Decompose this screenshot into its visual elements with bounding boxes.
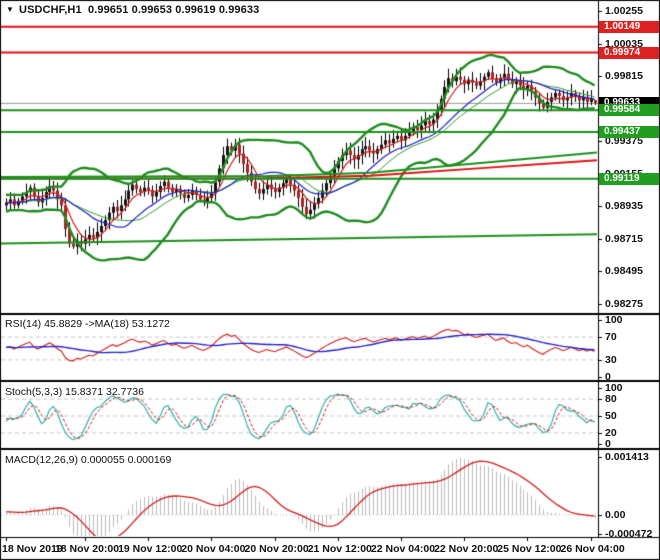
price-tick-label: 1.00255 [605, 5, 643, 17]
time-axis-label: 18 Nov 2019 [2, 543, 63, 555]
rsi-indicator-label: RSI(14) 45.8829 ->MA(18) 53.1272 [5, 318, 170, 330]
chart-title-bar: ▼ USDCHF,H1 0.99651 0.99653 0.99619 0.996… [6, 4, 259, 16]
price-tick-label: 0.98275 [605, 297, 643, 310]
time-axis-label: 18 Nov 20:00 [54, 543, 120, 555]
price-tick-label: 0.98935 [605, 200, 643, 213]
rsi-axis-tick: 100 [605, 314, 623, 326]
stoch-axis-tick: 20 [605, 426, 617, 439]
price-tick-label: 1.00035 [605, 37, 643, 50]
price-level-tag-resistance: 1.00149 [599, 20, 659, 33]
stoch-axis-tick: 50 [605, 410, 617, 422]
macd-axis-tick: -0.000472 [605, 528, 653, 541]
ohlc-readout: 0.99651 0.99653 0.99619 0.99633 [87, 4, 260, 16]
time-axis-label: 21 Nov 12:00 [307, 543, 372, 555]
stoch-axis-tick: 100 [605, 382, 623, 394]
price-level-tag-support: 0.99584 [599, 104, 659, 117]
macd-axis-tick: 0.001413 [605, 450, 649, 463]
macd-indicator-label: MACD(12,26,9) 0.000055 0.000169 [5, 454, 172, 466]
time-axis-label: 25 Nov 12:00 [497, 543, 562, 555]
rsi-axis-tick: 70 [605, 331, 617, 344]
time-axis-label: 20 Nov 20:00 [244, 543, 309, 555]
time-axis-label: 26 Nov 04:00 [560, 543, 625, 555]
stoch-indicator-label: Stoch(5,3,3) 15.8371 32.7736 [5, 386, 144, 398]
rsi-axis-tick: 0 [605, 371, 611, 383]
time-axis-label: 19 Nov 12:00 [118, 543, 183, 555]
price-tick-label: 0.98715 [605, 232, 643, 245]
price-level-tag-support: 0.99437 [599, 125, 659, 138]
time-axis-label: 22 Nov 20:00 [434, 543, 499, 555]
macd-axis-tick: 0.00 [605, 509, 626, 521]
stoch-axis-tick: 0 [605, 438, 611, 450]
time-axis-label: 20 Nov 04:00 [181, 543, 246, 555]
symbol-dropdown-icon[interactable]: ▼ [6, 5, 15, 14]
time-axis-label: 22 Nov 04:00 [370, 543, 436, 555]
price-tick-label: 0.99815 [605, 70, 643, 83]
symbol-timeframe-label: USDCHF,H1 [19, 4, 82, 16]
price-level-tag-resistance: 0.99974 [599, 46, 659, 59]
price-tick-label: 0.98495 [605, 265, 643, 278]
price-tick-label: 0.99375 [605, 135, 643, 148]
price-level-tag-support: 0.99119 [599, 172, 659, 185]
stoch-axis-tick: 80 [605, 393, 617, 406]
rsi-axis-tick: 30 [605, 353, 617, 366]
